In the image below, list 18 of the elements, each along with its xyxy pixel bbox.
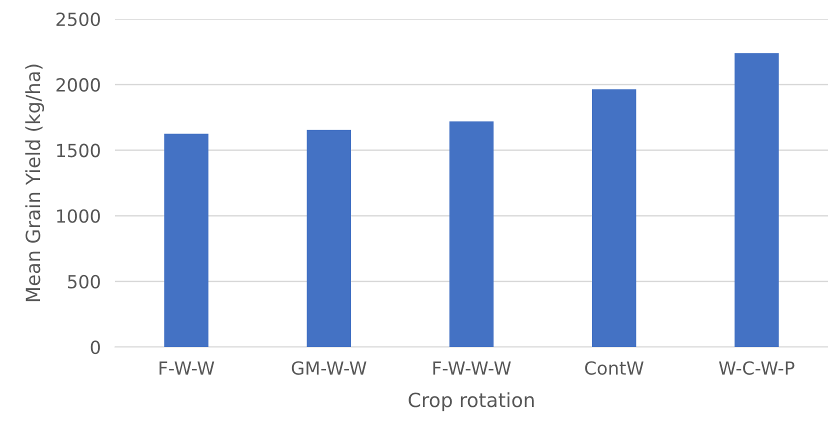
y-tick-label: 500 — [68, 274, 100, 289]
y-tick-label: 0 — [90, 340, 100, 354]
x-tick-label: F-W-W-W — [433, 361, 511, 375]
x-tick-label: GM-W-W — [292, 361, 366, 375]
x-tick-label: ContW — [585, 361, 644, 375]
y-tick-label: 1000 — [57, 209, 100, 223]
y-tick-label: 2000 — [56, 78, 100, 92]
bar — [164, 134, 208, 347]
x-tick-label: W-C-W-P — [719, 361, 794, 375]
bar — [734, 53, 779, 347]
x-axis-title: Crop rotation — [408, 392, 534, 412]
bar — [306, 130, 352, 347]
y-axis-title: Mean Grain Yield (kg/ha) — [25, 64, 44, 302]
x-tick-label: F-W-W — [160, 361, 214, 375]
bar — [592, 89, 636, 347]
bar — [449, 121, 494, 347]
y-tick-label: 1500 — [57, 144, 100, 158]
y-tick-label: 2500 — [56, 12, 100, 26]
